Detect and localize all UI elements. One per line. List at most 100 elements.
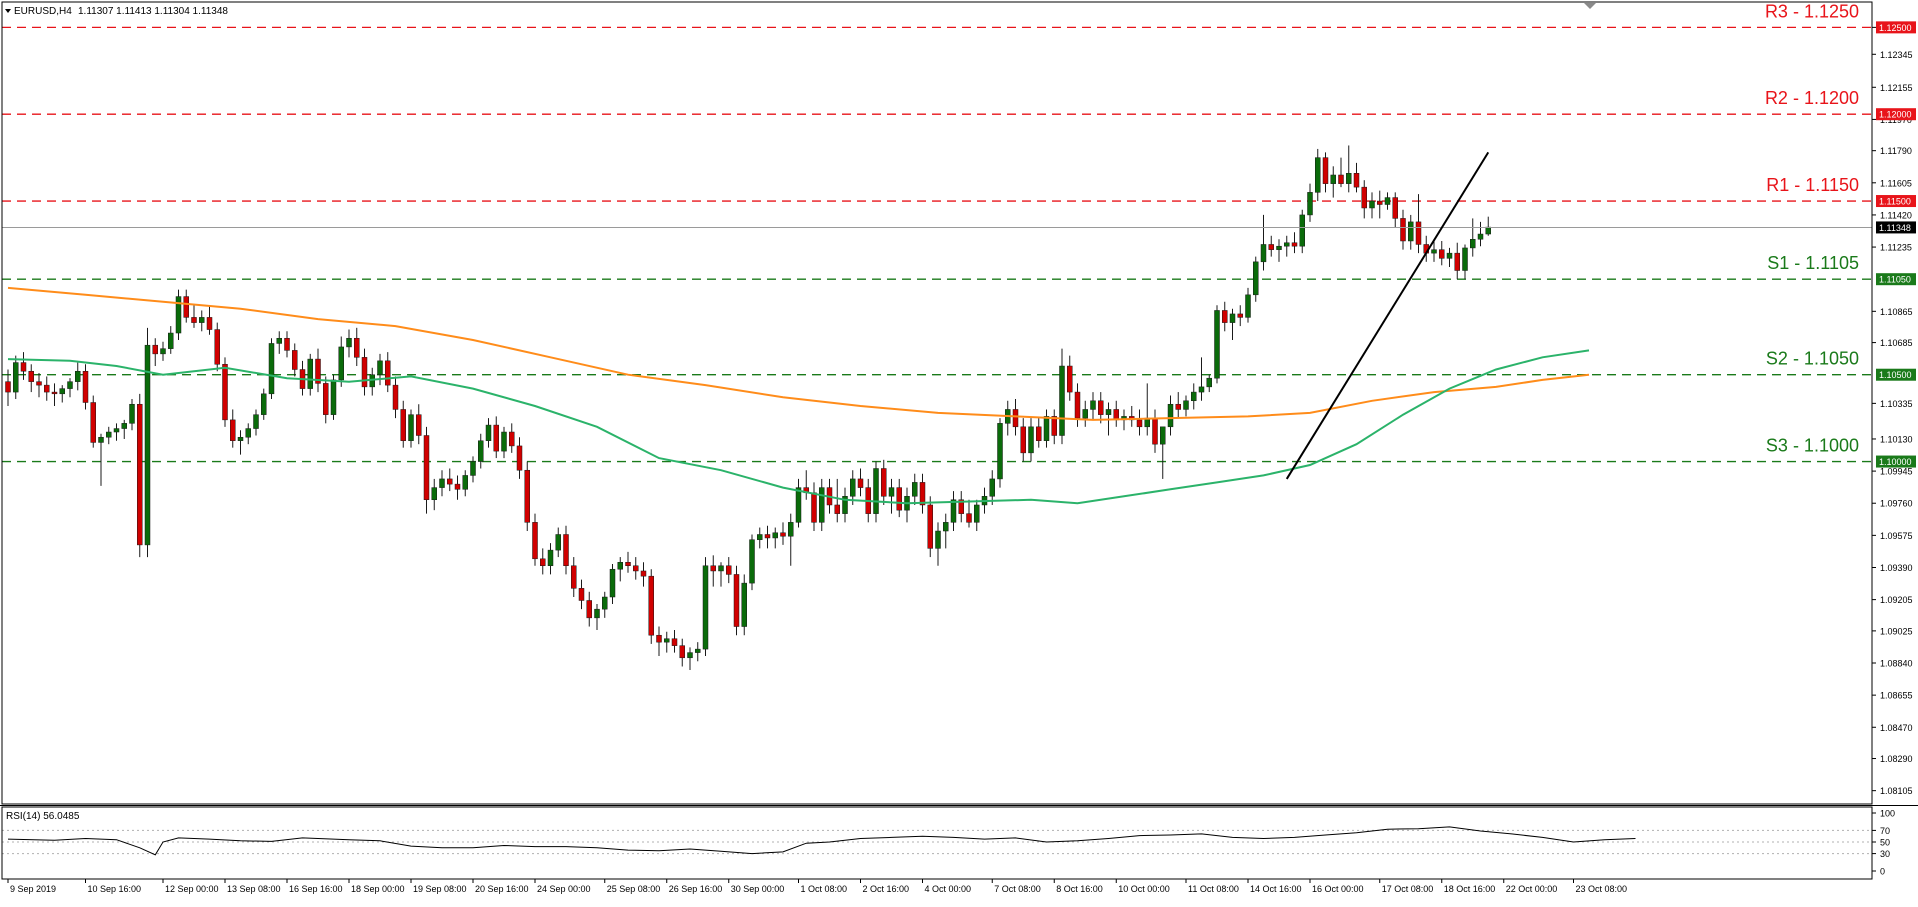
candle-bear (1012, 409, 1019, 428)
candle-bull (439, 478, 445, 488)
candle-bear (1392, 197, 1398, 219)
candle-bull (113, 428, 120, 433)
candle-bull (687, 652, 693, 659)
price-tag-r3 (1876, 21, 1916, 34)
candle-bull (13, 362, 19, 393)
candle-bull (935, 530, 941, 549)
shift-marker-icon[interactable] (1584, 3, 1596, 9)
candle-bear (532, 522, 538, 560)
candle-bull (602, 596, 608, 610)
time-axis-label: 26 Sep 16:00 (669, 884, 723, 894)
price-axis-label: 1.09760 (1880, 499, 1913, 509)
candle-bull (1462, 247, 1468, 271)
candle-bear (1361, 186, 1367, 209)
candle-bear (20, 362, 27, 372)
price-tag-s3 (1876, 455, 1916, 468)
level-label-s3: S3 - 1.1000 (1766, 436, 1859, 456)
candle-bear (191, 317, 197, 323)
candle-bear (958, 499, 964, 514)
price-axis-label: 1.08655 (1880, 691, 1913, 701)
candle-bear (392, 384, 399, 410)
candle-bull (695, 648, 701, 653)
candle-bull (850, 478, 856, 497)
fast-moving-average-line (7, 349, 1590, 505)
candle-bear (416, 414, 422, 436)
candle-bull (912, 482, 918, 497)
main-pane-frame (1, 1, 1873, 805)
collapse-arrow-icon[interactable] (5, 9, 11, 13)
candle-bull (237, 436, 244, 441)
candle-bear (656, 634, 662, 643)
candle-bull (718, 565, 724, 572)
candle-bull (106, 431, 112, 438)
candle-bull (788, 522, 794, 537)
candle-bull (757, 534, 763, 540)
price-axis-label: 1.08470 (1880, 723, 1913, 733)
candle-bull (1082, 409, 1088, 419)
time-axis: 9 Sep 2019 10 Sep 16:00 12 Sep 00:00 13 Sep… (7, 879, 1627, 894)
candle-bull (819, 487, 825, 523)
candle-bear (1353, 173, 1360, 188)
price-axis-label: 1.10685 (1880, 338, 1913, 348)
candle-bear (137, 403, 143, 546)
overlay-lines (2, 151, 1872, 480)
candle-bull (943, 522, 949, 532)
price-tag-label: 1.12000 (1879, 110, 1912, 120)
candle-bear (1415, 221, 1422, 245)
candle-bull (408, 414, 414, 441)
price-tag-label: 1.10000 (1879, 457, 1912, 467)
candle-bull (555, 534, 561, 551)
price-axis-label: 1.09205 (1880, 595, 1913, 605)
candlesticks (5, 145, 1491, 670)
candle-bear (385, 360, 391, 386)
moving-averages (7, 286, 1590, 505)
candle-bear (1113, 409, 1119, 421)
candle-bear (1237, 313, 1243, 318)
candle-bear (1377, 200, 1383, 205)
time-axis-label: 10 Oct 00:00 (1118, 884, 1170, 894)
price-tag-s2 (1876, 368, 1916, 381)
candle-bull (307, 358, 313, 389)
candle-bear (5, 381, 11, 393)
candle-bear (1020, 426, 1026, 454)
candle-bear (726, 565, 732, 575)
candle-bull (330, 379, 337, 415)
candle-bear (633, 565, 639, 572)
candle-bull (478, 440, 484, 462)
candle-bull (1214, 310, 1220, 379)
candle-bull (168, 332, 174, 349)
candle-bull (1206, 377, 1212, 388)
level-label-s1: S1 - 1.1105 (1767, 253, 1859, 273)
candle-bear (1152, 417, 1158, 445)
candle-bear (447, 478, 453, 485)
level-label-r2: R2 - 1.1200 (1765, 88, 1859, 108)
time-axis-label: 18 Oct 16:00 (1444, 884, 1496, 894)
candle-bull (1276, 245, 1282, 250)
time-axis-label: 1 Oct 08:00 (801, 884, 848, 894)
candle-bear (361, 357, 368, 388)
price-axis-label: 1.11790 (1880, 146, 1912, 156)
time-axis-label: 12 Sep 00:00 (165, 884, 219, 894)
time-axis-label: 11 Oct 08:00 (1188, 884, 1239, 894)
candle-bull (1315, 157, 1321, 193)
candle-bull (1090, 400, 1096, 410)
candle-bear (1051, 416, 1057, 436)
price-axis-label: 1.11235 (1880, 243, 1912, 253)
price-tag-label: 1.12500 (1879, 23, 1912, 33)
price-axis-label: 1.09575 (1880, 531, 1913, 541)
candle-bull (997, 423, 1003, 480)
candle-bull (1059, 365, 1065, 436)
candle-bear (625, 562, 631, 567)
candle-bear (1400, 218, 1406, 242)
candle-bear (764, 534, 771, 539)
candle-bear (733, 574, 740, 627)
current-price-tag-label: 1.11348 (1879, 223, 1911, 233)
candle-bull (431, 487, 437, 501)
time-axis-label: 20 Sep 16:00 (475, 884, 529, 894)
candle-bull (470, 461, 476, 476)
candle-bull (795, 487, 802, 523)
candle-bear (927, 504, 933, 549)
candle-bull (974, 504, 980, 523)
